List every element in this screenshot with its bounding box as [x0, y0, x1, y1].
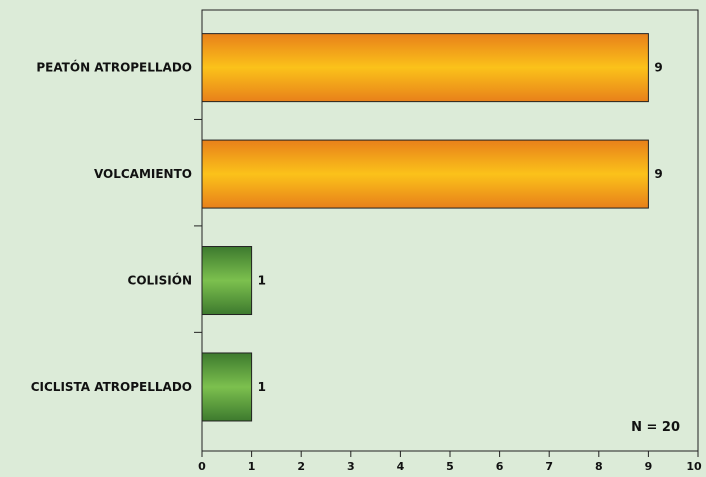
data-label-2: 1: [258, 274, 266, 288]
x-tick-label-1: 1: [248, 460, 256, 473]
x-tick-label-5: 5: [446, 460, 454, 473]
x-tick-label-2: 2: [297, 460, 305, 473]
x-tick-label-7: 7: [545, 460, 553, 473]
category-label-2: COLISIÓN: [128, 273, 192, 288]
data-label-3: 1: [258, 380, 266, 394]
category-label-0: PEATÓN ATROPELLADO: [36, 60, 192, 75]
bar-0: [201, 33, 649, 103]
x-tick-label-0: 0: [198, 460, 206, 473]
data-label-1: 9: [654, 167, 662, 181]
x-tick-label-9: 9: [645, 460, 653, 473]
x-tick-label-3: 3: [347, 460, 355, 473]
x-tick-label-10: 10: [686, 460, 702, 473]
x-tick-label-6: 6: [496, 460, 504, 473]
bar-3: [201, 352, 253, 422]
bar-1: [201, 139, 649, 209]
x-tick-label-4: 4: [397, 460, 405, 473]
data-label-0: 9: [654, 61, 662, 75]
x-tick-label-8: 8: [595, 460, 603, 473]
category-label-1: VOLCAMIENTO: [94, 167, 192, 181]
bar-2: [201, 246, 253, 316]
sample-size-note: N = 20: [631, 420, 680, 435]
category-label-3: CICLISTA ATROPELLADO: [31, 380, 192, 394]
